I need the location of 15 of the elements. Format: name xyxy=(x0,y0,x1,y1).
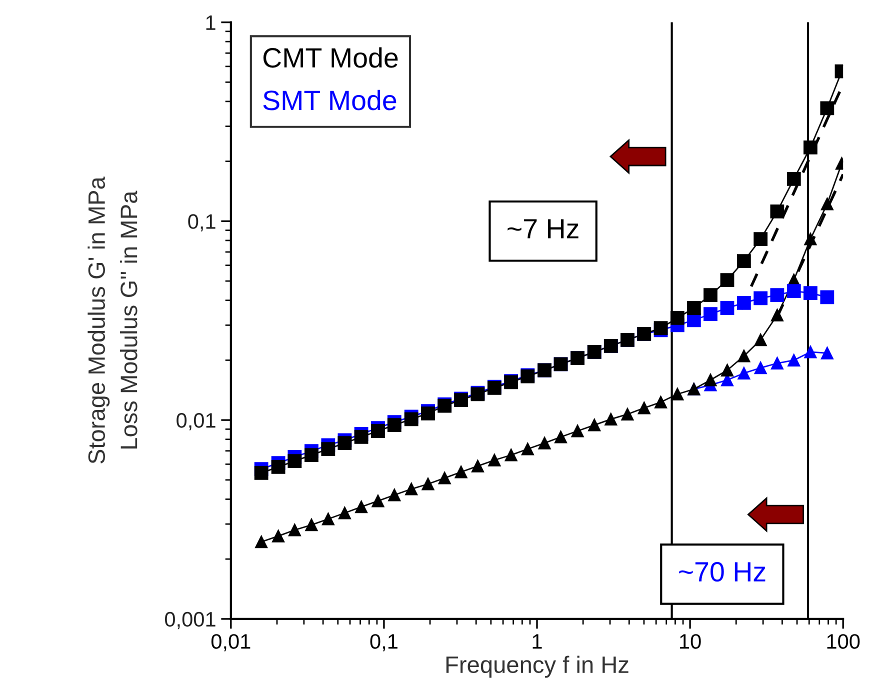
x-tick-label: 1 xyxy=(532,634,542,649)
y-axis-title: Storage Modulus G' in MPa Loss Modulus G'' in MPa xyxy=(88,176,138,464)
text: SMT Mode xyxy=(263,90,396,110)
x-tick-label: 10 xyxy=(680,634,701,649)
x-tick-label: 0,01 xyxy=(211,634,250,652)
y-tick-label: 0,01 xyxy=(176,413,216,430)
x-tick-label: 0,1 xyxy=(370,634,398,652)
y-tick-label: 0,1 xyxy=(188,214,216,232)
annotation: ~7 Hz xyxy=(508,219,578,238)
annotation: ~70 Hz xyxy=(679,562,766,582)
y-tick-label: 1 xyxy=(206,16,216,30)
x-tick-label: 100 xyxy=(827,634,860,649)
y-tick-label: 0,001 xyxy=(165,612,216,630)
x-axis-title: Frequency f in Hz xyxy=(446,656,628,678)
text: CMT Mode xyxy=(263,47,398,68)
